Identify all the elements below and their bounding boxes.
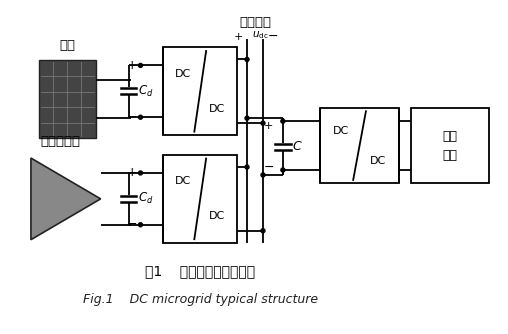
Text: $u_{\rm dc}$: $u_{\rm dc}$: [252, 30, 269, 41]
Text: DC: DC: [333, 126, 350, 136]
Text: DC: DC: [209, 211, 226, 221]
Text: C: C: [293, 140, 302, 153]
Text: −: −: [268, 30, 278, 43]
Bar: [39, 60, 96, 138]
Circle shape: [245, 165, 249, 169]
Text: 分布式电源: 分布式电源: [41, 135, 81, 148]
Circle shape: [261, 229, 265, 233]
Text: +: +: [127, 166, 138, 179]
Text: $C_d$: $C_d$: [139, 191, 154, 206]
Bar: [320, 108, 399, 183]
Text: +: +: [127, 59, 138, 72]
Bar: [164, 155, 237, 243]
Text: −: −: [127, 111, 138, 124]
Circle shape: [281, 119, 285, 123]
Text: 储能: 储能: [59, 39, 75, 52]
Circle shape: [261, 173, 265, 177]
Circle shape: [139, 63, 142, 67]
Text: DC: DC: [175, 176, 192, 186]
Text: Fig.1    DC microgrid typical structure: Fig.1 DC microgrid typical structure: [83, 293, 318, 306]
Circle shape: [245, 116, 249, 120]
Bar: [164, 47, 237, 135]
Circle shape: [139, 171, 142, 175]
Circle shape: [281, 168, 285, 172]
Circle shape: [245, 57, 249, 61]
Text: 直流
负载: 直流 负载: [442, 130, 458, 162]
Text: −: −: [264, 161, 274, 173]
Circle shape: [139, 223, 142, 227]
Text: −: −: [127, 218, 138, 231]
Text: DC: DC: [370, 156, 386, 166]
Text: 直流母线: 直流母线: [239, 16, 271, 29]
Bar: [411, 108, 489, 183]
Text: DC: DC: [175, 69, 192, 79]
Text: $C_d$: $C_d$: [139, 84, 154, 99]
Polygon shape: [31, 158, 101, 240]
Text: +: +: [264, 121, 274, 131]
Text: DC: DC: [209, 104, 226, 114]
Text: +: +: [234, 31, 243, 41]
Text: 图1    直流微电网典型结构: 图1 直流微电网典型结构: [145, 265, 256, 279]
Circle shape: [261, 121, 265, 125]
Circle shape: [139, 115, 142, 119]
